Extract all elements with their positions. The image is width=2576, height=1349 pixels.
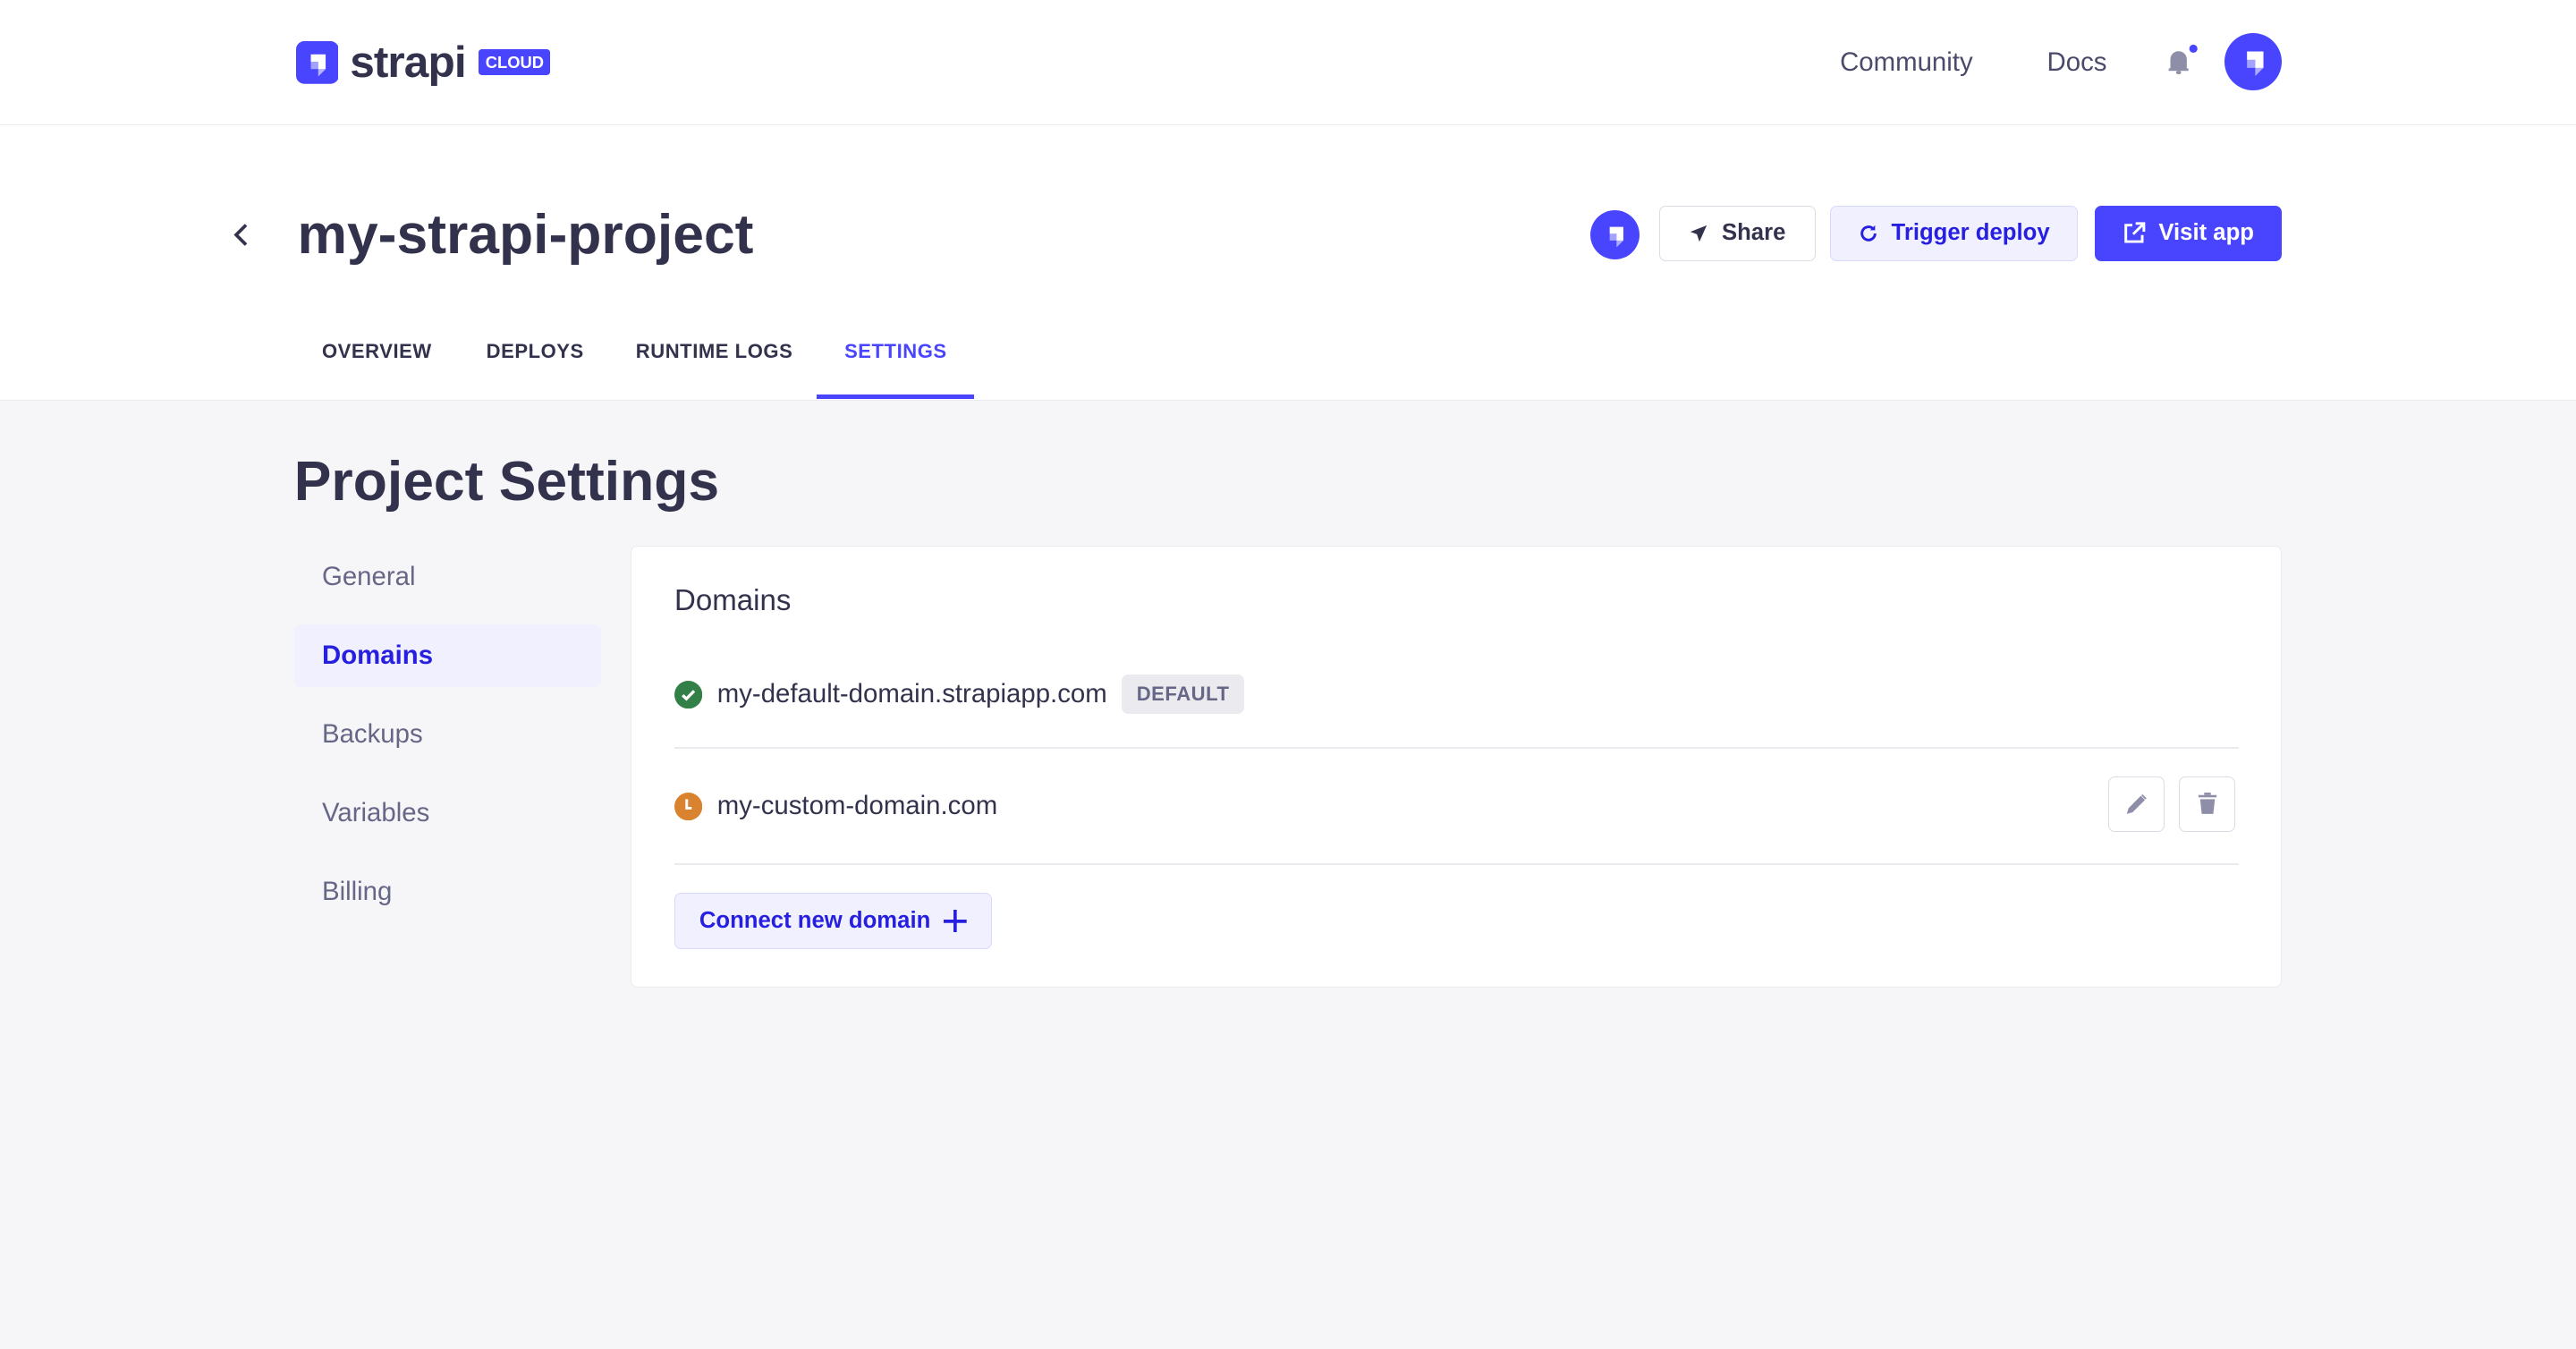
external-link-icon bbox=[2124, 222, 2146, 243]
delete-domain-button[interactable] bbox=[2179, 776, 2235, 833]
notifications-button[interactable] bbox=[2165, 43, 2199, 79]
visit-app-label: Visit app bbox=[2158, 220, 2254, 246]
sidebar-item-backups[interactable]: Backups bbox=[321, 718, 423, 749]
active-tab-indicator bbox=[816, 394, 975, 400]
plus-icon bbox=[944, 909, 967, 933]
bell-icon bbox=[2168, 44, 2198, 74]
strapi-cloud-logo[interactable]: strapi CLOUD bbox=[295, 36, 551, 87]
connect-label: Connect new domain bbox=[699, 908, 931, 934]
connect-new-domain-button[interactable]: Connect new domain bbox=[674, 893, 992, 949]
share-label: Share bbox=[1721, 220, 1786, 246]
strapi-logo-icon bbox=[295, 40, 339, 84]
sidebar-item-billing[interactable]: Billing bbox=[321, 877, 393, 907]
top-bar: strapi CLOUD Community Docs bbox=[0, 0, 2576, 125]
divider bbox=[674, 863, 2239, 866]
share-button[interactable]: Share bbox=[1659, 205, 1816, 262]
back-button[interactable] bbox=[226, 220, 256, 250]
domain-row-default: my-default-domain.strapiapp.com DEFAULT bbox=[674, 674, 1245, 715]
user-avatar[interactable] bbox=[2224, 32, 2283, 90]
trigger-deploy-button[interactable]: Trigger deploy bbox=[1830, 205, 2079, 262]
edit-domain-button[interactable] bbox=[2108, 776, 2165, 833]
settings-title: Project Settings bbox=[293, 449, 720, 513]
domain-row-custom: my-custom-domain.com bbox=[674, 791, 997, 821]
docs-link[interactable]: Docs bbox=[2046, 47, 2107, 78]
send-icon bbox=[1690, 225, 1707, 242]
unread-dot bbox=[2189, 44, 2198, 53]
tab-settings[interactable]: SETTINGS bbox=[844, 340, 947, 363]
strapi-logo-icon bbox=[1609, 226, 1623, 248]
project-avatar bbox=[1589, 210, 1640, 260]
visit-app-button[interactable]: Visit app bbox=[2094, 205, 2283, 262]
tab-runtime-logs[interactable]: RUNTIME LOGS bbox=[635, 340, 793, 363]
pencil-icon bbox=[2126, 794, 2147, 815]
divider bbox=[674, 746, 2239, 749]
domain-name: my-custom-domain.com bbox=[716, 791, 998, 821]
strapi-logo-icon bbox=[2246, 51, 2264, 77]
domains-card: Domains my-default-domain.strapiapp.com … bbox=[631, 545, 2283, 988]
domains-heading: Domains bbox=[674, 584, 792, 618]
tab-deploys[interactable]: DEPLOYS bbox=[486, 340, 584, 363]
chevron-left-icon bbox=[233, 224, 248, 246]
domain-name: my-default-domain.strapiapp.com bbox=[716, 679, 1107, 709]
project-header bbox=[0, 124, 2576, 402]
default-badge: DEFAULT bbox=[1122, 674, 1245, 715]
tab-overview[interactable]: OVERVIEW bbox=[321, 340, 432, 363]
trigger-deploy-label: Trigger deploy bbox=[1891, 220, 2050, 246]
project-title: my-strapi-project bbox=[297, 203, 754, 267]
clock-icon bbox=[674, 792, 703, 821]
refresh-icon bbox=[1860, 225, 1877, 242]
sidebar-item-general[interactable]: General bbox=[321, 561, 416, 591]
trash-icon bbox=[2198, 793, 2216, 815]
brand-name: strapi bbox=[350, 36, 466, 87]
community-link[interactable]: Community bbox=[1840, 47, 1973, 78]
sidebar-item-domains[interactable]: Domains bbox=[293, 624, 602, 687]
check-circle-icon bbox=[674, 680, 703, 708]
cloud-badge: CLOUD bbox=[479, 49, 551, 76]
sidebar-item-variables[interactable]: Variables bbox=[321, 798, 430, 828]
